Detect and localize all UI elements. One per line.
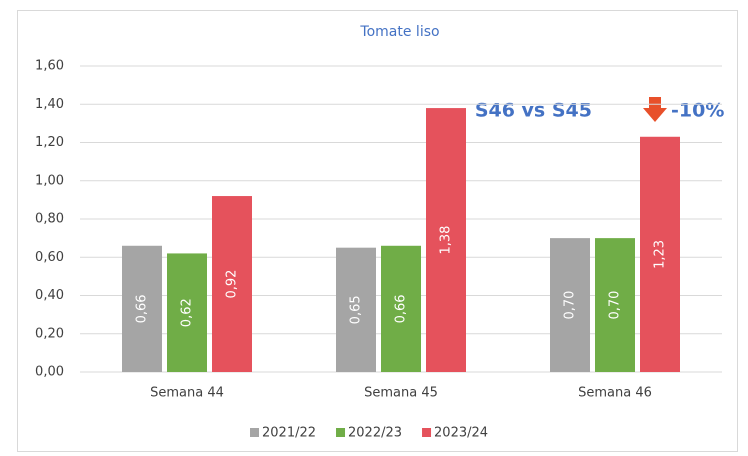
bar [381, 245, 421, 372]
legend-label: 2021/22 [262, 426, 316, 441]
y-tick-label: 0,20 [35, 326, 64, 341]
y-tick-label: 1,20 [35, 135, 64, 150]
data-label: 1,23 [653, 240, 668, 269]
y-tick-label: 1,40 [35, 97, 64, 112]
y-tick-label: 0,80 [35, 212, 64, 227]
bar [640, 136, 680, 372]
data-label: 0,66 [394, 294, 409, 323]
down-arrow-icon [643, 97, 667, 122]
data-label: 0,92 [225, 270, 240, 299]
x-tick-label: Semana 45 [364, 386, 438, 401]
bar [167, 253, 207, 372]
legend-label: 2023/24 [434, 426, 488, 441]
chart-title: Tomate liso [359, 24, 439, 40]
data-label: 1,38 [439, 226, 454, 255]
legend-swatch [422, 428, 432, 437]
x-tick-label: Semana 46 [578, 386, 652, 401]
y-tick-label: 0,40 [35, 288, 64, 303]
data-label: 0,70 [608, 291, 623, 320]
legend-label: 2022/23 [348, 426, 402, 441]
bar [426, 108, 466, 372]
y-tick-label: 0,60 [35, 250, 64, 265]
annotation-left: S46 vs S45 [475, 100, 592, 122]
y-tick-label: 1,60 [35, 59, 64, 74]
legend-swatch [336, 428, 346, 437]
bar [212, 196, 252, 372]
chart-border [17, 10, 738, 452]
x-tick-label: Semana 44 [150, 386, 224, 401]
data-label: 0,70 [563, 291, 578, 320]
bar [550, 238, 590, 372]
annotation-right: -10% [671, 100, 724, 122]
data-label: 0,65 [349, 295, 364, 324]
data-label: 0,66 [135, 294, 150, 323]
bar [122, 245, 162, 372]
y-tick-label: 1,00 [35, 173, 64, 188]
data-label: 0,62 [180, 298, 195, 327]
bar [336, 247, 376, 372]
bar [595, 238, 635, 372]
legend-swatch [250, 428, 259, 437]
y-tick-label: 0,00 [35, 365, 64, 380]
